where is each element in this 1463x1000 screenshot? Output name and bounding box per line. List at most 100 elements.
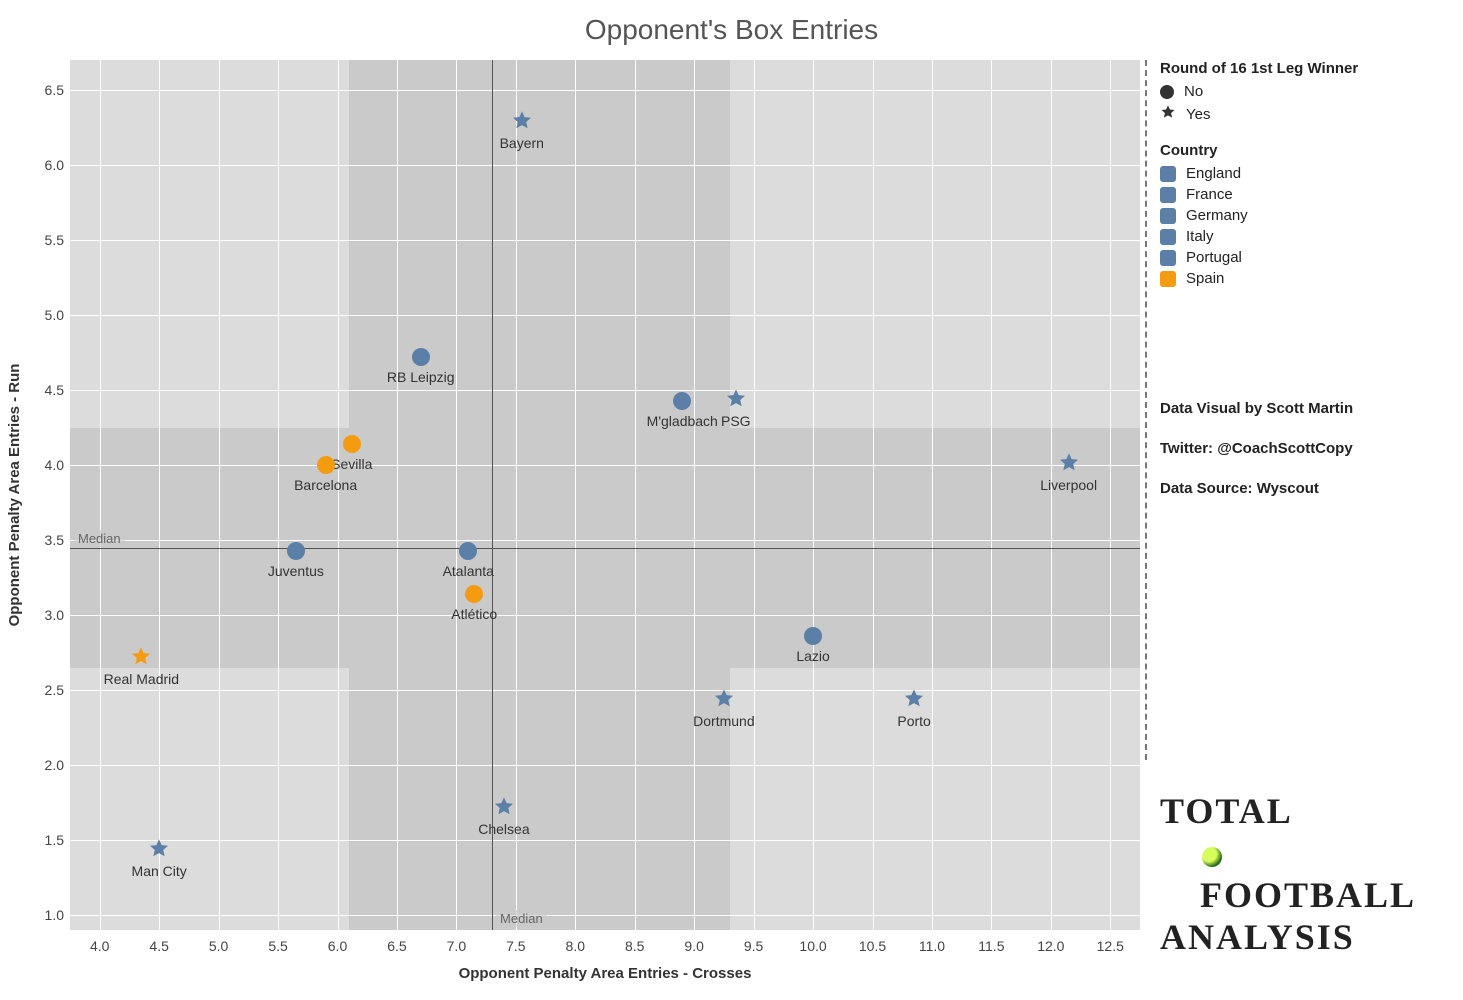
legend-color-row: Portugal [1160, 249, 1450, 266]
x-tick: 9.5 [744, 938, 763, 954]
color-swatch [1160, 187, 1176, 203]
x-tick: 12.5 [1097, 938, 1124, 954]
data-point-label: Bayern [500, 135, 544, 151]
legend-color-row: Italy [1160, 228, 1450, 245]
legend-color-label: Portugal [1186, 249, 1242, 266]
legend-color-row: Spain [1160, 270, 1450, 287]
data-point-label: Dortmund [693, 713, 754, 729]
x-tick: 4.5 [149, 938, 168, 954]
y-tick: 2.0 [40, 757, 64, 773]
gridline-h [70, 765, 1140, 766]
gridline-v [100, 60, 101, 930]
data-point-label: RB Leipzig [387, 369, 455, 385]
data-point-label: Lazio [796, 648, 829, 664]
legend-color-label: France [1186, 186, 1233, 203]
gridline-h [70, 540, 1140, 541]
gridline-h [70, 915, 1140, 916]
legend-color-title: Country [1160, 142, 1450, 159]
legend-shape-title: Round of 16 1st Leg Winner [1160, 60, 1450, 77]
median-label-x: Median [496, 910, 547, 927]
x-tick: 11.5 [978, 938, 1004, 954]
x-tick: 6.0 [328, 938, 347, 954]
y-tick: 6.0 [40, 157, 64, 173]
legend: Round of 16 1st Leg Winner No Yes Country… [1160, 60, 1450, 291]
legend-color-label: Italy [1186, 228, 1214, 245]
x-tick: 12.0 [1037, 938, 1064, 954]
x-tick: 8.0 [566, 938, 585, 954]
data-point-label: Liverpool [1040, 477, 1097, 493]
data-point-label: Real Madrid [104, 671, 179, 687]
gridline-v [635, 60, 636, 930]
ball-icon [1202, 847, 1222, 867]
gridline-h [70, 390, 1140, 391]
color-swatch [1160, 229, 1176, 245]
gridline-v [338, 60, 339, 930]
color-swatch [1160, 208, 1176, 224]
color-swatch [1160, 250, 1176, 266]
x-tick: 7.5 [506, 938, 525, 954]
y-tick: 1.5 [40, 832, 64, 848]
attrib-author: Data Visual by Scott Martin [1160, 400, 1450, 417]
legend-shape-label: Yes [1186, 106, 1210, 123]
x-tick: 9.0 [684, 938, 703, 954]
median-label-y: Median [74, 530, 125, 547]
gridline-v [219, 60, 220, 930]
gridline-v [516, 60, 517, 930]
gridline-v [1110, 60, 1111, 930]
gridline-v [694, 60, 695, 930]
x-tick: 11.0 [919, 938, 945, 954]
gridline-h [70, 690, 1140, 691]
legend-shape-row: Yes [1160, 104, 1450, 124]
data-point-label: Sevilla [331, 456, 372, 472]
y-tick: 1.0 [40, 907, 64, 923]
x-tick: 5.0 [209, 938, 228, 954]
data-point-label: Juventus [268, 563, 324, 579]
gridline-v [873, 60, 874, 930]
y-tick: 3.5 [40, 532, 64, 548]
data-point [903, 687, 925, 714]
legend-color-label: Spain [1186, 270, 1224, 287]
legend-color-row: France [1160, 186, 1450, 203]
data-point-label: Man City [132, 863, 187, 879]
legend-color-label: England [1186, 165, 1241, 182]
gridline-h [70, 465, 1140, 466]
x-tick: 10.5 [859, 938, 886, 954]
legend-shape-row: No [1160, 83, 1450, 100]
gridline-v [1051, 60, 1052, 930]
x-tick: 10.0 [799, 938, 826, 954]
x-tick: 4.0 [90, 938, 109, 954]
median-line-x [492, 60, 493, 930]
gridline-v [456, 60, 457, 930]
y-tick: 6.5 [40, 82, 64, 98]
gridline-h [70, 840, 1140, 841]
legend-color-label: Germany [1186, 207, 1248, 224]
legend-color-row: Germany [1160, 207, 1450, 224]
brand-logo: TOTAL FOOTBALL ANALYSIS [1160, 790, 1440, 958]
y-tick: 5.0 [40, 307, 64, 323]
gridline-v [991, 60, 992, 930]
gridline-h [70, 615, 1140, 616]
x-tick: 8.5 [625, 938, 644, 954]
color-swatch [1160, 166, 1176, 182]
plot-area: MedianMedianBayernRB LeipzigM'gladbachPS… [70, 60, 1140, 930]
data-point-label: Chelsea [478, 821, 529, 837]
y-tick: 2.5 [40, 682, 64, 698]
data-point-label: M'gladbach [647, 413, 718, 429]
legend-shape-label: No [1184, 83, 1203, 100]
x-axis-label: Opponent Penalty Area Entries - Crosses [70, 965, 1140, 982]
median-line-y [70, 548, 1140, 549]
logo-line-3: ANALYSIS [1160, 917, 1355, 957]
logo-line-2: FOOTBALL [1200, 875, 1416, 915]
attrib-source: Data Source: Wyscout [1160, 480, 1450, 497]
gridline-h [70, 315, 1140, 316]
gridline-v [813, 60, 814, 930]
color-swatch [1160, 271, 1176, 287]
chart-root: Opponent's Box Entries MedianMedianBayer… [0, 0, 1463, 1000]
data-point-label: Atlético [451, 606, 497, 622]
gridline-v [397, 60, 398, 930]
x-tick: 5.5 [268, 938, 287, 954]
gridline-v [575, 60, 576, 930]
y-tick: 3.0 [40, 607, 64, 623]
data-point-label: Atalanta [443, 563, 494, 579]
data-point-label: Barcelona [294, 477, 357, 493]
